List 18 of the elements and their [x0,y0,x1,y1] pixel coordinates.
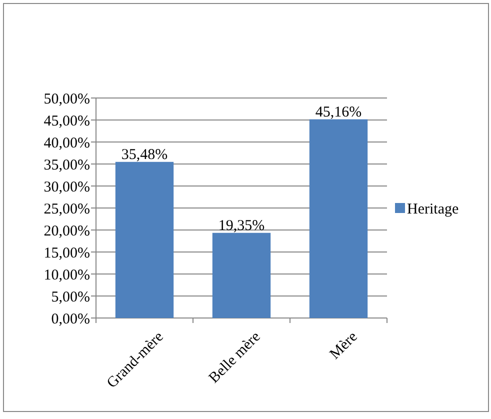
legend-label: Heritage [407,201,459,218]
y-tick-label: 0,00% [51,311,90,328]
y-tick-label: 35,00% [44,157,90,174]
y-tick-label: 25,00% [44,201,90,218]
bar [115,162,174,318]
y-tick-label: 40,00% [44,135,90,152]
y-tick-label: 30,00% [44,179,90,196]
y-tick-label: 5,00% [51,289,90,306]
data-label: 35,48% [121,146,168,163]
y-tick-label: 10,00% [44,267,90,284]
bar [309,119,368,318]
y-tick-label: 20,00% [44,223,90,240]
y-tick-label: 15,00% [44,245,90,262]
data-label: 45,16% [315,104,362,120]
y-tick-label: 45,00% [44,113,90,130]
data-label: 19,35% [218,218,265,234]
y-tick-label: 50,00% [44,91,90,108]
bar [212,232,271,318]
